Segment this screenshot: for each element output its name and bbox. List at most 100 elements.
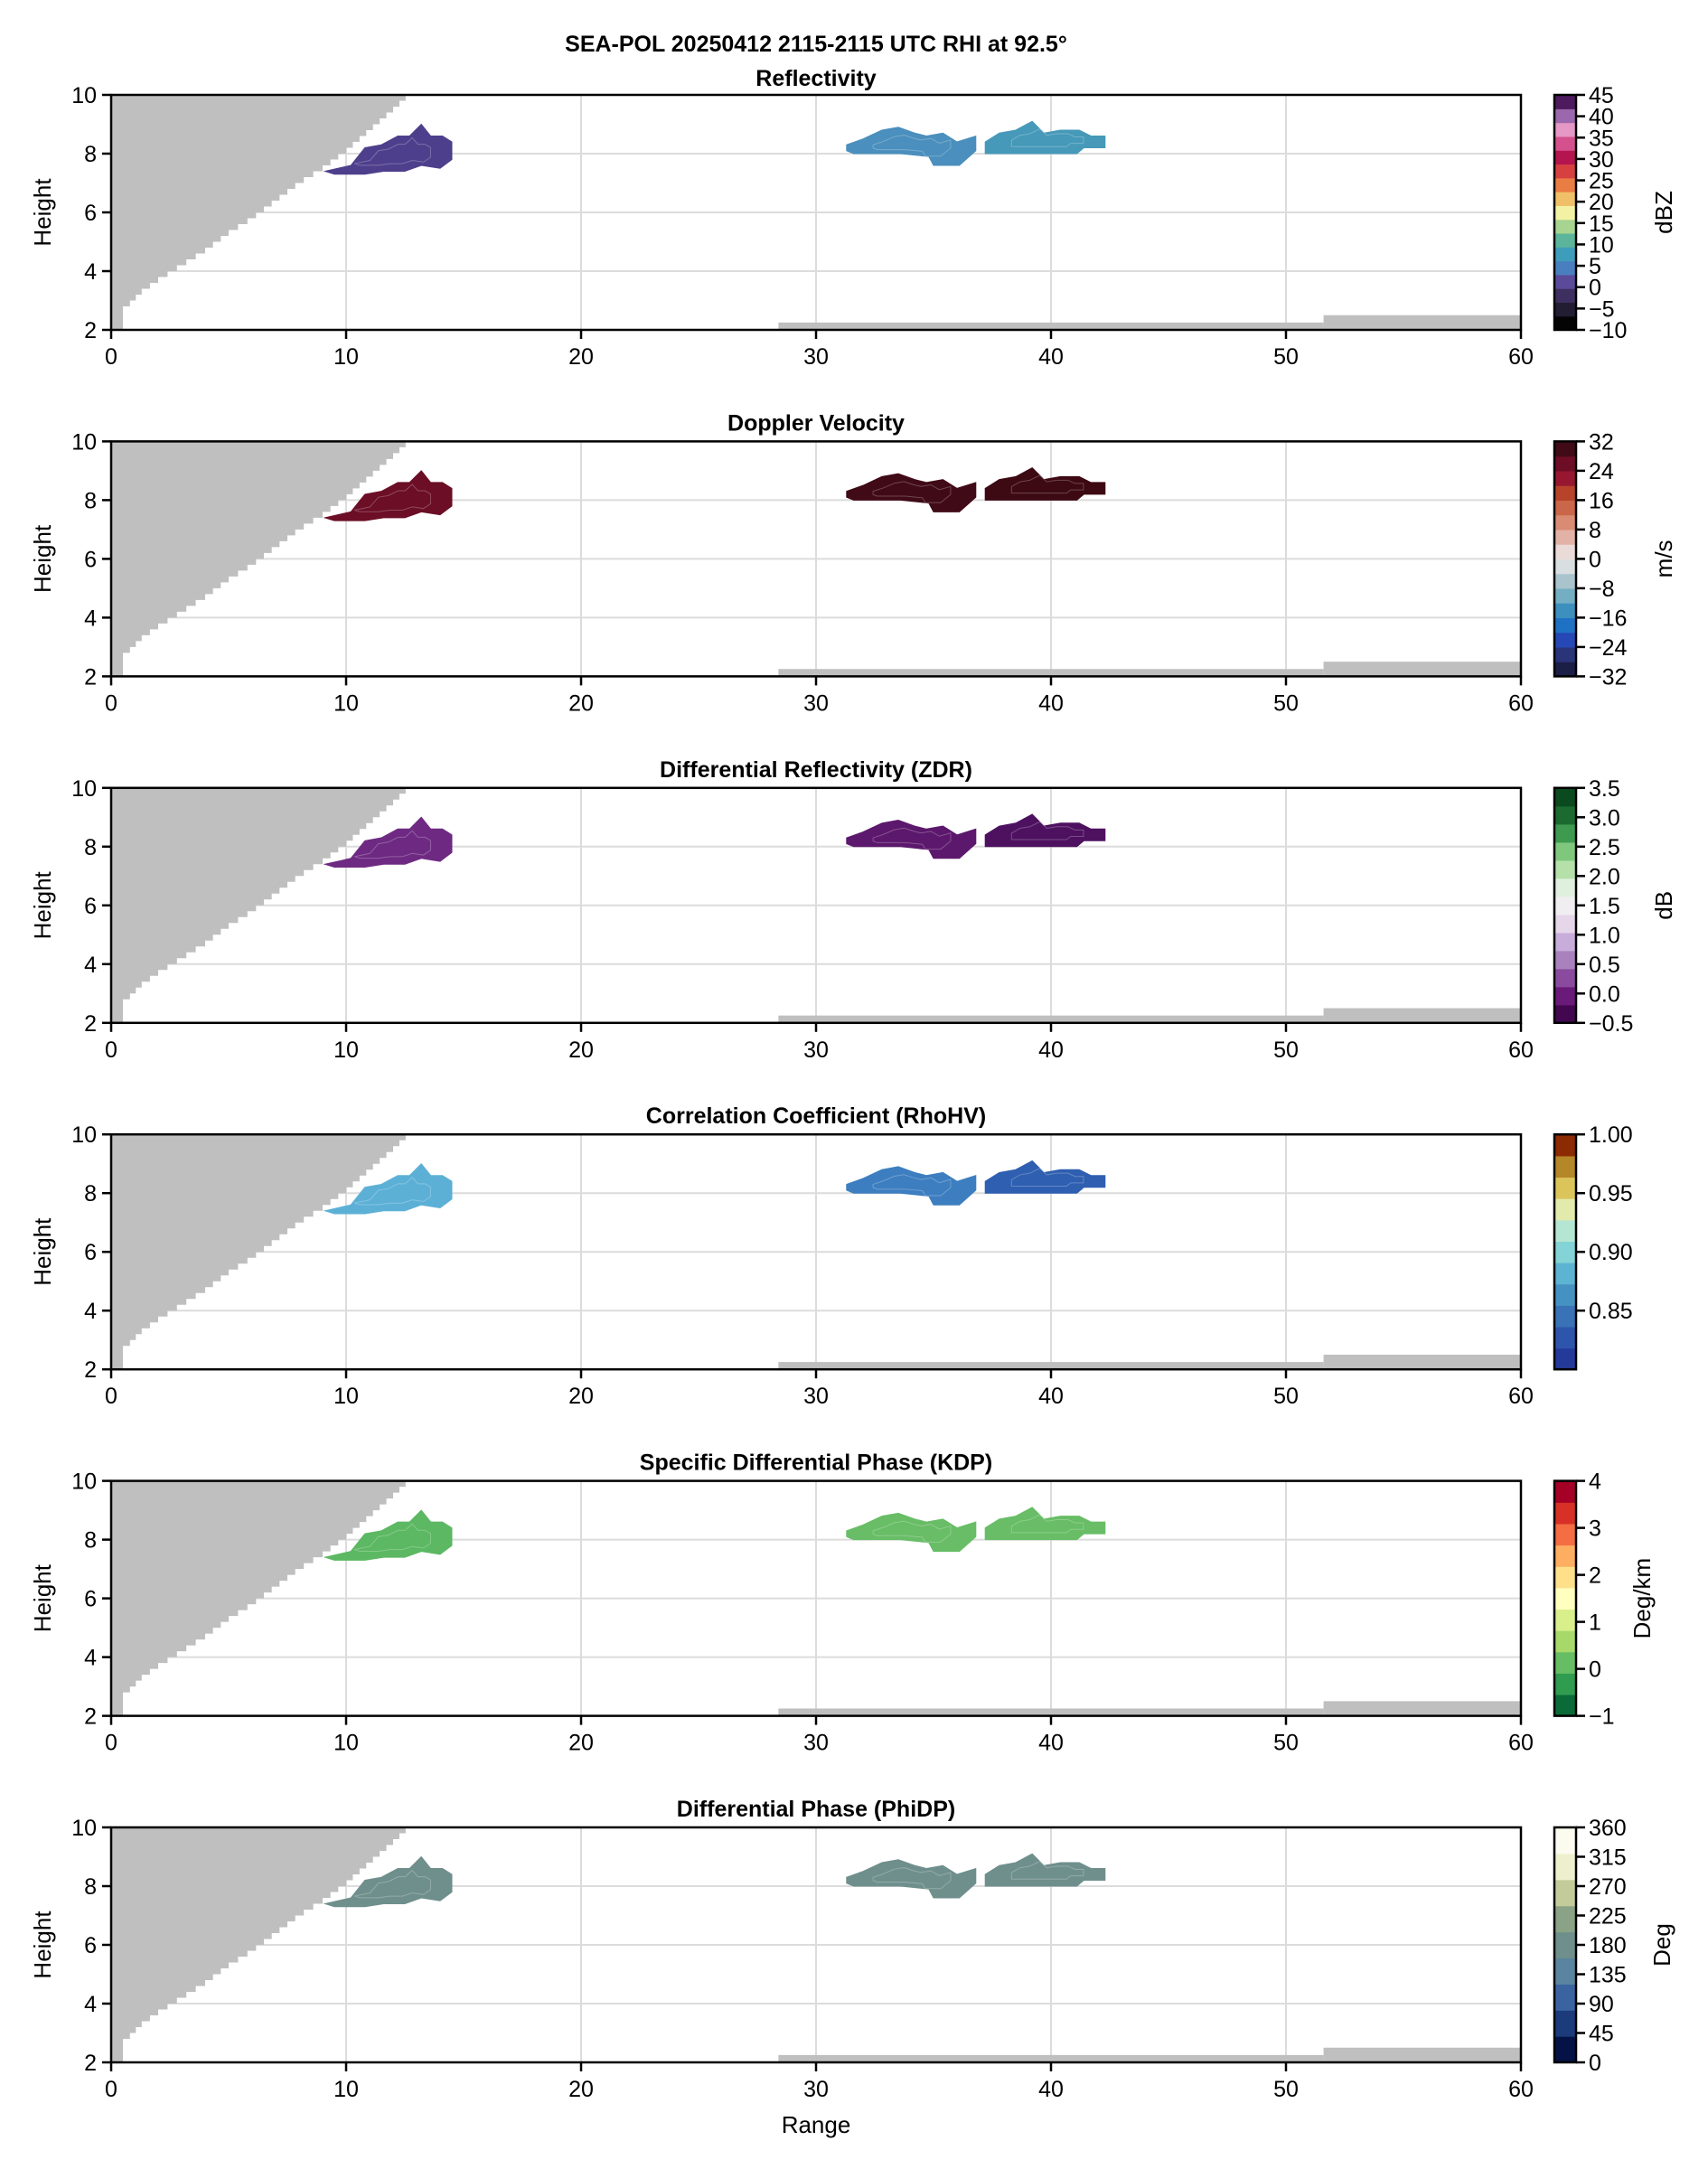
colorbar-segment	[1554, 108, 1576, 124]
colorbar-segment	[1554, 1283, 1576, 1306]
echo-mid-contour	[872, 1520, 952, 1543]
colorbar-tick-label: −1	[1589, 1704, 1615, 1730]
colorbar-tick-label: 0.5	[1589, 953, 1620, 978]
y-tick-label: 2	[84, 664, 97, 690]
echo-far-contour	[1010, 1168, 1084, 1187]
x-tick-label: 50	[1273, 2077, 1299, 2102]
colorbar-segment	[1554, 1480, 1576, 1503]
colorbar-segment	[1554, 968, 1576, 988]
colorbar-segment	[1554, 500, 1576, 516]
colorbar-tick-label: −8	[1589, 577, 1615, 602]
x-tick-label: 20	[568, 2077, 594, 2102]
y-axis-label: Height	[29, 1563, 56, 1632]
x-tick-label: 40	[1038, 690, 1064, 716]
x-tick-label: 40	[1038, 344, 1064, 370]
colorbar-tick-label: 3.5	[1589, 776, 1620, 802]
blockage-strip	[778, 669, 1324, 677]
colorbar-segment	[1554, 470, 1576, 486]
colorbar-tick-label: 0.85	[1589, 1299, 1633, 1324]
colorbar-tick-label: 24	[1589, 459, 1614, 484]
colorbar-tick-label: 40	[1589, 105, 1614, 130]
colorbar-segment	[1554, 1651, 1576, 1674]
colorbar-segment	[1554, 219, 1576, 234]
colorbar-tick-label: 225	[1589, 1904, 1627, 1930]
colorbar-segment	[1554, 136, 1576, 151]
x-tick-label: 30	[803, 1038, 829, 1063]
colorbar-segment	[1554, 232, 1576, 248]
colorbar-tick-label: 2	[1589, 1563, 1601, 1589]
colorbar-segment	[1554, 122, 1576, 137]
colorbar-tick-label: 90	[1589, 1992, 1614, 2017]
colorbar-frame	[1553, 93, 1578, 332]
panel-title: Differential Reflectivity (ZDR)	[660, 757, 972, 783]
colorbar-tick-label: 0.0	[1589, 981, 1620, 1007]
colorbar-segment	[1554, 1134, 1576, 1157]
figure-title: SEA-POL 20250412 2115-2115 UTC RHI at 92…	[565, 32, 1067, 57]
echo-far	[984, 467, 1106, 501]
colorbar-segment	[1554, 1305, 1576, 1328]
echo-far	[984, 813, 1106, 848]
colorbar-tick-label: −10	[1589, 318, 1627, 343]
colorbar-tick-label: 1.5	[1589, 894, 1620, 919]
colorbar-tick-label: 1.0	[1589, 923, 1620, 948]
y-tick-label: 8	[84, 1181, 97, 1207]
colorbar-segment	[1554, 274, 1576, 289]
y-tick-label: 8	[84, 488, 97, 513]
echo-mid	[846, 1166, 977, 1206]
colorbar-segment	[1554, 1827, 1576, 1854]
colorbar-unit-label: dB	[1650, 891, 1677, 920]
y-tick-label: 4	[84, 1646, 97, 1671]
y-tick-label: 4	[84, 606, 97, 631]
colorbar-segment	[1554, 986, 1576, 1006]
blockage-strip	[1323, 1008, 1521, 1023]
colorbar-tick-label: 0	[1589, 1657, 1601, 1683]
colorbar-tick-label: 16	[1589, 488, 1614, 513]
plot-area	[111, 787, 1521, 1023]
blockage-wedge	[111, 787, 412, 1023]
colorbar-segment	[1554, 1219, 1576, 1242]
echo-near	[323, 1509, 453, 1561]
echo-mid	[846, 473, 977, 512]
colorbar-segment	[1554, 878, 1576, 897]
echo-near-contour	[354, 484, 431, 512]
echo-mid-contour	[872, 481, 952, 503]
echo-mid	[846, 820, 977, 859]
echo-far	[984, 1853, 1106, 1887]
echo-near	[323, 1162, 453, 1215]
x-axis-label: Range	[782, 2111, 851, 2138]
y-tick-label: 4	[84, 953, 97, 978]
y-tick-label: 2	[84, 318, 97, 343]
colorbar-segment	[1554, 529, 1576, 545]
x-tick-label: 60	[1508, 2077, 1534, 2102]
y-axis-label: Height	[29, 870, 56, 939]
y-tick-label: 2	[84, 1011, 97, 1037]
y-tick-label: 6	[84, 1240, 97, 1265]
y-tick-label: 4	[84, 1299, 97, 1324]
y-tick-label: 8	[84, 142, 97, 167]
echo-near	[323, 1855, 453, 1908]
colorbar-segment	[1554, 1853, 1576, 1881]
blockage-strip	[778, 2054, 1324, 2062]
echo-mid	[846, 1512, 977, 1553]
x-tick-label: 10	[333, 690, 359, 716]
y-tick-label: 10	[71, 776, 97, 802]
colorbar-segment	[1554, 1241, 1576, 1263]
colorbar-tick-label: −5	[1589, 296, 1615, 322]
x-tick-label: 50	[1273, 1038, 1299, 1063]
y-tick-label: 10	[71, 1816, 97, 1841]
y-tick-label: 6	[84, 201, 97, 226]
colorbar-segment	[1554, 662, 1576, 677]
blockage-strip	[1323, 2047, 1521, 2062]
blockage-strip	[778, 1362, 1324, 1370]
echo-near-contour	[354, 136, 431, 166]
colorbar-segment	[1554, 1155, 1576, 1178]
colorbar-segment	[1554, 646, 1576, 662]
echo-far-contour	[1010, 127, 1084, 147]
colorbar-tick-label: 5	[1589, 254, 1601, 279]
x-tick-label: 60	[1508, 1384, 1534, 1409]
echo-far	[984, 1160, 1106, 1194]
x-tick-label: 0	[105, 344, 117, 370]
x-tick-label: 20	[568, 690, 594, 716]
y-axis-label: Height	[29, 1911, 56, 1979]
